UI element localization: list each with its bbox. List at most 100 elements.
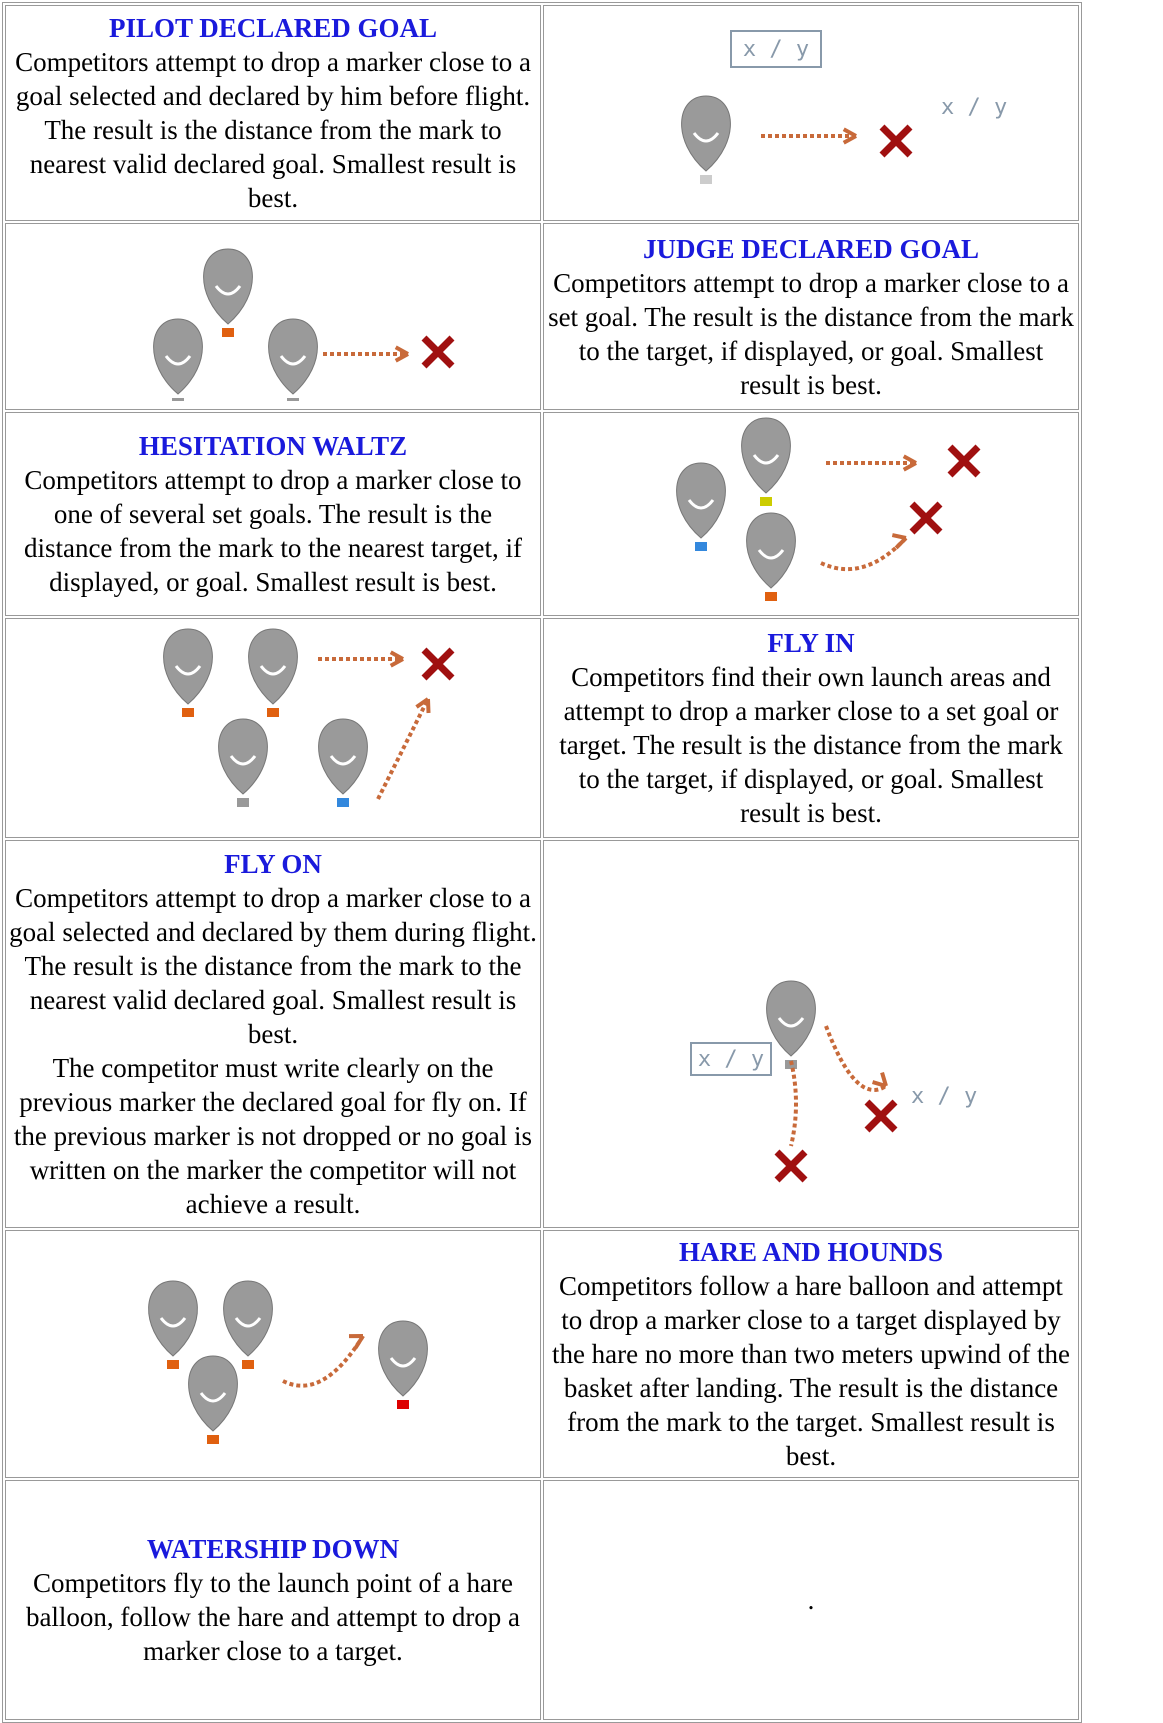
event-title: JUDGE DECLARED GOAL	[642, 233, 980, 264]
events-table: PILOT DECLARED GOAL Competitors attempt t…	[2, 2, 1082, 1723]
event-description: The competitor must write clearly on the…	[13, 1053, 533, 1219]
balloon-face	[214, 285, 242, 296]
event-title: FLY IN	[767, 628, 855, 658]
illustration-cell	[543, 412, 1079, 616]
basket	[237, 798, 249, 807]
event-row: JUDGE DECLARED GOAL Competitors attempt t…	[5, 223, 1079, 410]
basket	[337, 798, 349, 807]
balloon-face	[164, 355, 192, 366]
balloon	[223, 1280, 273, 1357]
image-label: x / y	[698, 1047, 764, 1072]
balloon-face	[389, 1357, 417, 1368]
balloon	[218, 718, 268, 795]
basket	[760, 497, 772, 506]
arrow-head	[394, 345, 409, 363]
arrow-head	[415, 697, 431, 714]
balloon	[268, 318, 318, 395]
illustration	[148, 1280, 428, 1444]
flight-arrow	[789, 1060, 798, 1147]
balloon	[148, 1280, 198, 1357]
balloon	[676, 462, 726, 539]
event-row: FLY IN Competitors find their own launch …	[5, 618, 1079, 838]
balloon-face	[159, 1317, 187, 1328]
illustration: x / y x / y	[690, 980, 977, 1183]
balloon-face	[234, 1317, 262, 1328]
balloon-face	[777, 1017, 805, 1028]
balloon-face	[329, 755, 357, 766]
event-description: Competitors attempt to drop a marker clo…	[15, 47, 531, 213]
basket	[267, 708, 279, 717]
balloon	[153, 318, 203, 395]
illustration	[163, 628, 455, 807]
event-title: WATERSHIP DOWN	[146, 1534, 400, 1564]
arrow-head	[902, 454, 917, 472]
balloon	[746, 512, 796, 589]
basket	[172, 398, 184, 407]
arrow-head	[891, 533, 908, 550]
image-label: x / y	[911, 1084, 977, 1109]
arrow-head	[872, 1072, 888, 1088]
basket	[765, 592, 777, 601]
flight-arrow	[824, 1025, 888, 1092]
illustration	[153, 248, 455, 407]
illustration-cell	[5, 618, 541, 838]
balloon-face	[757, 549, 785, 560]
target-cross	[774, 1149, 808, 1183]
balloon-face	[279, 355, 307, 366]
balloon-face	[752, 454, 780, 465]
event-row: WATERSHIP DOWN Competitors fly to the lau…	[5, 1480, 1079, 1720]
basket	[287, 398, 299, 407]
event-description: Competitors follow a hare balloon and at…	[551, 1271, 1071, 1471]
target-cross	[947, 444, 981, 478]
description-cell: HESITATION WALTZ Competitors attempt to d…	[5, 412, 541, 616]
illustration-cell	[5, 1230, 541, 1478]
description-cell: WATERSHIP DOWN Competitors fly to the lau…	[5, 1480, 541, 1720]
balloon	[318, 718, 368, 795]
description-cell: FLY IN Competitors find their own launch …	[543, 618, 1079, 838]
illustration-cell: .	[543, 1480, 1079, 1720]
basket	[700, 175, 712, 184]
label-box	[730, 30, 822, 68]
balloon-face	[259, 665, 287, 676]
balloon	[248, 628, 298, 705]
balloon	[681, 95, 731, 172]
illustration-cell	[5, 223, 541, 410]
flight-arrow	[376, 698, 430, 800]
event-title: HARE AND HOUNDS	[678, 1237, 944, 1267]
basket	[222, 328, 234, 337]
event-row: PILOT DECLARED GOAL Competitors attempt t…	[5, 5, 1079, 221]
balloon-face	[229, 755, 257, 766]
image-placeholder: .	[807, 1585, 815, 1615]
description-cell: HARE AND HOUNDS Competitors follow a hare…	[543, 1230, 1079, 1478]
illustration: x / y x / y	[681, 30, 1007, 184]
event-row: FLY ON Competitors attempt to drop a mark…	[5, 840, 1079, 1228]
event-title: PILOT DECLARED GOAL	[108, 13, 438, 43]
event-row: HARE AND HOUNDS Competitors follow a hare…	[5, 1230, 1079, 1478]
event-description: Competitors attempt to drop a marker clo…	[548, 267, 1074, 400]
balloon-face	[692, 132, 720, 143]
description-cell: FLY ON Competitors attempt to drop a mark…	[5, 840, 541, 1228]
basket	[695, 542, 707, 551]
target-cross	[864, 1099, 898, 1133]
event-description: Competitors fly to the launch point of a…	[25, 1568, 521, 1666]
illustration-cell: x / y x / y	[543, 5, 1079, 221]
event-title: HESITATION WALTZ	[138, 431, 408, 461]
image-label: x / y	[941, 95, 1007, 120]
event-description: Competitors find their own launch areas …	[559, 662, 1063, 828]
flight-arrow	[282, 1334, 365, 1388]
target-cross	[909, 501, 943, 535]
flight-arrow	[820, 536, 908, 572]
balloon	[741, 417, 791, 494]
event-row: HESITATION WALTZ Competitors attempt to d…	[5, 412, 1079, 616]
balloon	[188, 1355, 238, 1432]
balloon	[766, 980, 816, 1057]
illustration-cell: x / y x / y	[543, 840, 1079, 1228]
basket	[182, 708, 194, 717]
target-cross	[421, 647, 455, 681]
arrow-head	[842, 127, 857, 145]
illustration	[676, 417, 981, 601]
label-box	[690, 1042, 772, 1076]
arrow-head	[348, 1334, 365, 1349]
balloon	[163, 628, 213, 705]
balloon	[378, 1320, 428, 1397]
